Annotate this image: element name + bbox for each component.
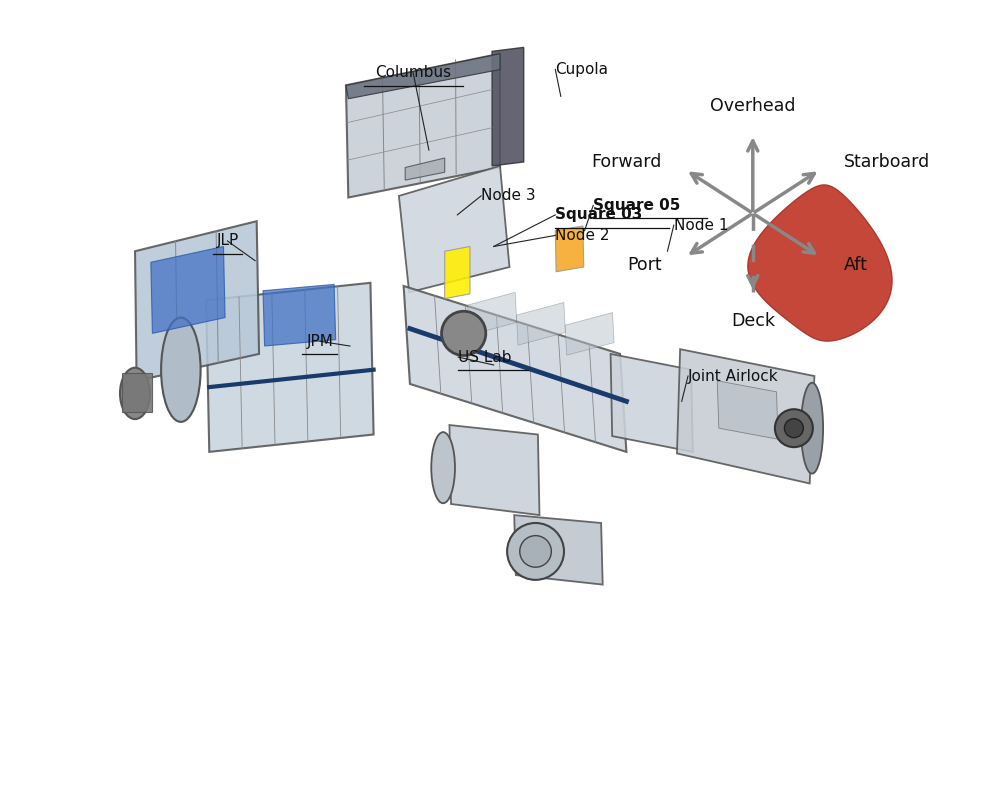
Polygon shape bbox=[445, 246, 470, 299]
Polygon shape bbox=[492, 47, 524, 166]
Text: US Lab: US Lab bbox=[458, 350, 512, 364]
Circle shape bbox=[784, 419, 803, 438]
Text: Node 3: Node 3 bbox=[481, 189, 536, 203]
Text: Node 1: Node 1 bbox=[674, 218, 728, 232]
Circle shape bbox=[520, 536, 551, 567]
Polygon shape bbox=[346, 54, 500, 198]
Text: Square 05: Square 05 bbox=[593, 198, 681, 213]
Polygon shape bbox=[405, 158, 445, 180]
Polygon shape bbox=[122, 373, 152, 412]
Polygon shape bbox=[449, 425, 540, 515]
Polygon shape bbox=[206, 283, 374, 452]
Circle shape bbox=[442, 311, 486, 356]
Polygon shape bbox=[516, 303, 565, 345]
Text: Joint Airlock: Joint Airlock bbox=[688, 369, 779, 383]
Polygon shape bbox=[514, 515, 603, 585]
Polygon shape bbox=[399, 166, 509, 292]
Ellipse shape bbox=[801, 383, 823, 474]
Polygon shape bbox=[151, 246, 225, 333]
Polygon shape bbox=[346, 54, 500, 99]
Polygon shape bbox=[135, 221, 259, 381]
Text: JPM: JPM bbox=[306, 334, 333, 348]
Polygon shape bbox=[717, 381, 778, 439]
Polygon shape bbox=[468, 292, 517, 335]
Polygon shape bbox=[748, 185, 892, 341]
Polygon shape bbox=[263, 284, 336, 346]
Text: Deck: Deck bbox=[731, 312, 775, 330]
Ellipse shape bbox=[161, 318, 201, 422]
Text: Overhead: Overhead bbox=[710, 96, 796, 115]
Polygon shape bbox=[611, 354, 693, 452]
Text: Starboard: Starboard bbox=[844, 153, 930, 171]
Polygon shape bbox=[677, 349, 814, 483]
Circle shape bbox=[775, 409, 813, 447]
Text: Forward: Forward bbox=[592, 153, 662, 171]
Ellipse shape bbox=[431, 432, 455, 503]
Text: Node 2: Node 2 bbox=[555, 228, 610, 243]
Text: Columbus: Columbus bbox=[375, 66, 451, 80]
Text: Port: Port bbox=[627, 256, 662, 273]
Text: Cupola: Cupola bbox=[555, 62, 608, 77]
Text: JLP: JLP bbox=[216, 234, 239, 248]
Circle shape bbox=[507, 523, 564, 580]
Text: Aft: Aft bbox=[844, 256, 868, 273]
Polygon shape bbox=[404, 286, 626, 452]
Polygon shape bbox=[555, 226, 584, 272]
Ellipse shape bbox=[120, 368, 150, 419]
Text: Square 03: Square 03 bbox=[555, 208, 643, 222]
Polygon shape bbox=[565, 313, 614, 356]
